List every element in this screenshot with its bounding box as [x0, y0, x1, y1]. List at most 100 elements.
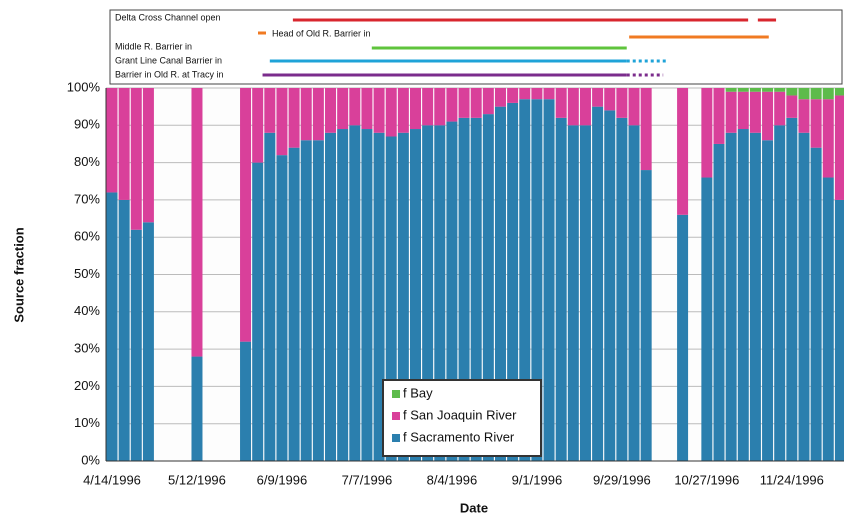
bar-segment [458, 117, 470, 461]
bar-segment [361, 129, 373, 461]
bar-segment [325, 132, 337, 461]
bar-segment [191, 88, 203, 357]
bar-segment [725, 88, 737, 92]
bar-segment [507, 88, 519, 103]
bar-segment [762, 140, 774, 461]
y-tick-label: 40% [74, 303, 100, 318]
legend-swatch [392, 434, 400, 442]
x-tick-label: 11/24/1996 [760, 472, 824, 487]
bar-segment [628, 88, 640, 126]
bar-segment [701, 88, 713, 178]
bar-segment [118, 199, 130, 461]
bar-segment [798, 88, 810, 100]
bar-segment [300, 140, 312, 461]
bar-segment [312, 140, 324, 461]
bar-segment [786, 95, 798, 118]
bar-segment [519, 88, 531, 100]
bar-segment [446, 121, 458, 461]
bar-segment [567, 88, 579, 126]
bar-segment [713, 143, 725, 461]
bar-segment [555, 88, 567, 118]
bar-segment [592, 106, 604, 462]
y-tick-label: 100% [67, 79, 101, 94]
bar-segment [543, 88, 555, 100]
bar-segment [264, 88, 276, 133]
bar-segment [325, 88, 337, 133]
x-tick-label: 7/7/1996 [342, 472, 393, 487]
bar-segment [385, 88, 397, 137]
bar-segment [106, 88, 118, 193]
bar-segment [677, 214, 689, 461]
bar-segment [494, 106, 506, 462]
bar-segment [264, 132, 276, 461]
bar-segment [373, 132, 385, 461]
bar-segment [142, 222, 154, 461]
bar-segment [640, 88, 652, 171]
bar-segment [604, 88, 616, 111]
bar-segment [240, 88, 252, 342]
y-tick-label: 10% [74, 415, 100, 430]
bar-segment [677, 88, 689, 215]
bar-segment [798, 99, 810, 133]
bar-segment [822, 177, 834, 461]
y-tick-label: 20% [74, 378, 100, 393]
bar-segment [810, 147, 822, 461]
bar-segment [349, 125, 361, 462]
y-axis-title: Source fraction [11, 227, 26, 322]
legend-swatch [392, 390, 400, 398]
bar-segment [397, 132, 409, 461]
bar-segment [276, 88, 288, 156]
bar-segment [749, 88, 761, 92]
bar-segment [834, 95, 844, 200]
bar-segment [555, 117, 567, 461]
bar-segment [579, 88, 591, 126]
bar-segment [458, 88, 470, 118]
bar-segment [106, 192, 118, 461]
bar-segment [288, 147, 300, 461]
bar-segment [482, 88, 494, 115]
bar-segment [240, 341, 252, 461]
bar-segment [762, 91, 774, 141]
bar-segment [774, 88, 786, 92]
bar-segment [810, 99, 822, 148]
legend-label: f Bay [403, 385, 433, 400]
event-label: Middle R. Barrier in [115, 41, 192, 51]
bar-segment [276, 155, 288, 461]
bar-segment [834, 199, 844, 461]
bar-segment [579, 125, 591, 462]
bar-segment [422, 125, 434, 462]
x-axis-title: Date [460, 500, 488, 515]
bar-segment [616, 117, 628, 461]
bar-segment [749, 132, 761, 461]
x-tick-label: 5/12/1996 [168, 472, 226, 487]
bar-segment [118, 88, 130, 200]
bar-segment [252, 162, 264, 461]
event-label: Grant Line Canal Barrier in [115, 55, 222, 65]
bar-segment [786, 88, 798, 96]
bar-segment [774, 91, 786, 126]
y-tick-label: 80% [74, 154, 100, 169]
bar-segment [410, 129, 421, 461]
y-tick-label: 90% [74, 117, 100, 132]
bar-segment [519, 99, 531, 461]
bar-segment [640, 170, 652, 461]
event-label: Delta Cross Channel open [115, 12, 221, 22]
bar-segment [191, 356, 203, 461]
bar-segment [543, 99, 555, 461]
bar-segment [822, 88, 834, 100]
bar-segment [749, 91, 761, 133]
bar-segment [397, 88, 409, 133]
bar-segment [616, 88, 628, 118]
bar-segment [337, 129, 349, 461]
bar-segment [470, 88, 482, 118]
bar-segment [604, 110, 616, 461]
y-tick-label: 60% [74, 229, 100, 244]
bar-segment [737, 88, 749, 92]
bar-segment [567, 125, 579, 462]
bar-segment [446, 88, 458, 122]
bar-segment [312, 88, 324, 141]
bar-segment [798, 132, 810, 461]
bar-segment [822, 99, 834, 178]
bar-segment [288, 88, 300, 148]
